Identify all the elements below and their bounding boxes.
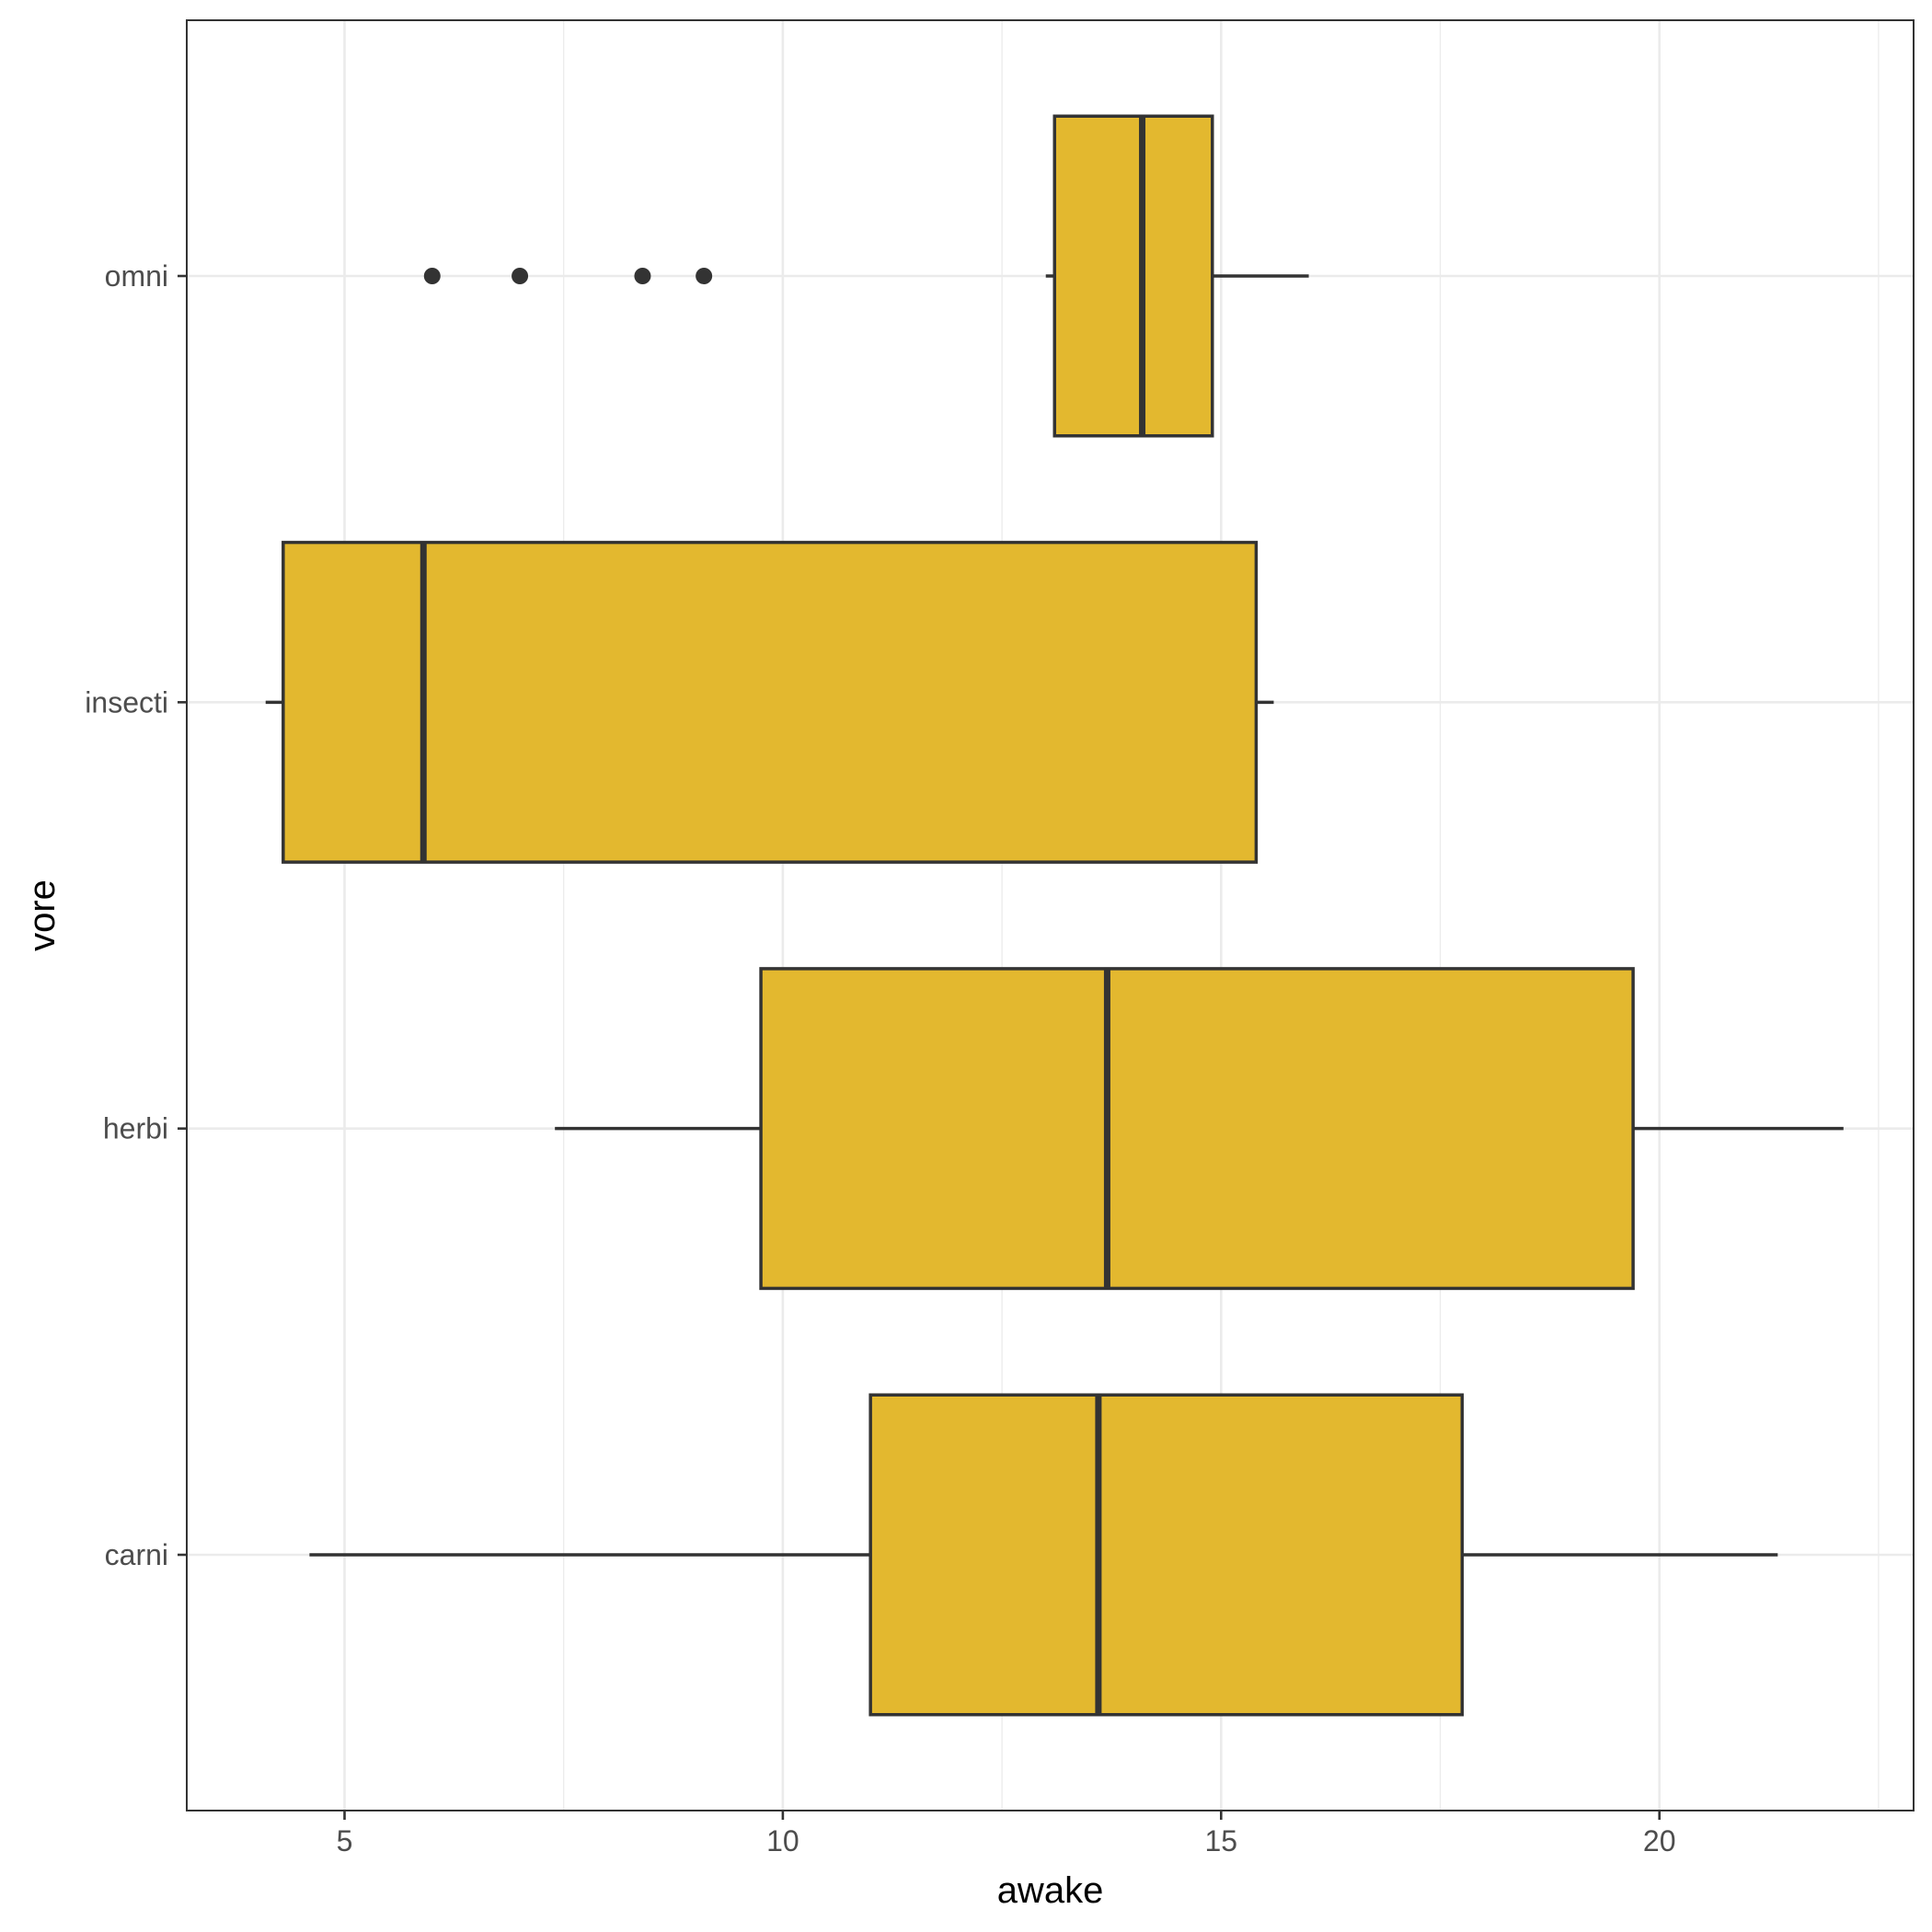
y-tick-label: insecti [85, 685, 168, 719]
outlier-point [696, 268, 713, 284]
x-tick-label: 5 [337, 1824, 353, 1857]
box-iqr [1052, 114, 1214, 438]
x-tick-label: 20 [1643, 1824, 1676, 1857]
axes: 5 10 15 20 carni herbi insecti omni [85, 259, 1675, 1857]
box-iqr [868, 1393, 1465, 1717]
x-tick-label: 15 [1204, 1824, 1237, 1857]
box-herbi [555, 967, 1844, 1291]
y-tick-label: omni [105, 259, 168, 293]
box-insecti [265, 540, 1274, 864]
y-tick-label: herbi [103, 1112, 168, 1145]
outlier-point [634, 268, 651, 284]
y-axis-title: vore [22, 880, 63, 951]
box-carni [309, 1393, 1778, 1717]
box-omni [423, 114, 1309, 438]
y-tick-label: carni [105, 1538, 168, 1571]
box-layer [265, 114, 1844, 1717]
outlier-point [512, 268, 529, 284]
panel-border [186, 19, 1915, 1811]
x-tick-label: 10 [766, 1824, 799, 1857]
box-iqr [282, 540, 1259, 864]
x-axis-title: awake [997, 1870, 1104, 1911]
box-iqr [759, 967, 1635, 1291]
outlier-point [423, 268, 441, 284]
